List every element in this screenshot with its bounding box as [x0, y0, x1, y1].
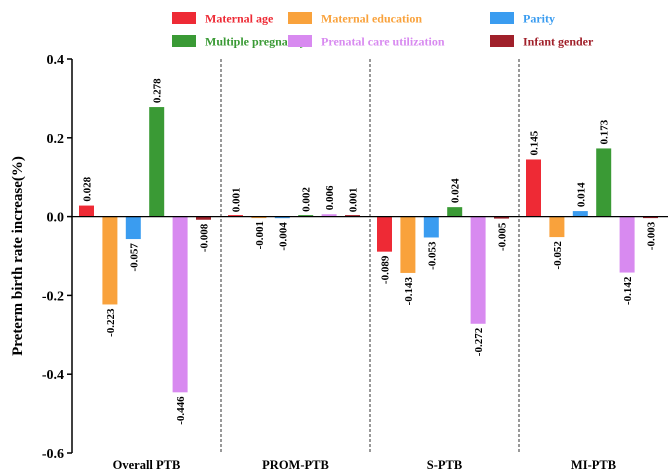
- data-label-prom-ptb-multiple-pregnancy: 0.002: [301, 187, 313, 212]
- data-label-prom-ptb-infant-gender: 0.001: [348, 187, 360, 212]
- data-label-overall-ptb-maternal-age: 0.028: [82, 176, 94, 201]
- bar-overall-ptb-multiple-pregnancy: [149, 107, 165, 217]
- bar-overall-ptb-parity: [125, 216, 141, 240]
- legend-swatch-maternal-age: [172, 12, 196, 24]
- bar-prom-ptb-infant-gender: [345, 215, 360, 217]
- legend-swatch-maternal-education: [288, 12, 312, 24]
- data-label-s-ptb-infant-gender: -0.005: [497, 222, 509, 251]
- legend-label-parity: Parity: [523, 12, 555, 26]
- bar-s-ptb-prenatal-care-utilization: [470, 216, 486, 324]
- category-label-prom-ptb: PROM-PTB: [262, 458, 329, 472]
- bar-mi-ptb-parity: [572, 211, 588, 217]
- data-label-overall-ptb-prenatal-care-utilization: -0.446: [175, 396, 187, 425]
- bar-prom-ptb-parity: [274, 216, 290, 219]
- category-label-mi-ptb: MI-PTB: [571, 458, 616, 472]
- bar-s-ptb-infant-gender: [494, 216, 509, 219]
- legend-label-infant-gender: Infant gender: [523, 35, 594, 49]
- data-label-mi-ptb-maternal-education: -0.052: [552, 241, 564, 270]
- data-label-prom-ptb-maternal-education: -0.001: [254, 221, 266, 249]
- legend-swatch-prenatal-care-utilization: [288, 35, 312, 47]
- data-label-s-ptb-maternal-age: -0.089: [380, 255, 392, 284]
- bar-s-ptb-maternal-education: [400, 216, 416, 273]
- bar-overall-ptb-prenatal-care-utilization: [172, 216, 188, 393]
- y-tick-label: 0.4: [47, 53, 65, 68]
- data-label-mi-ptb-infant-gender: -0.003: [646, 221, 658, 250]
- legend: Maternal age Maternal education Parity Mult…: [172, 12, 594, 49]
- data-label-mi-ptb-prenatal-care-utilization: -0.142: [622, 276, 634, 305]
- bar-s-ptb-parity: [423, 216, 439, 238]
- data-labels: 0.028-0.223-0.0570.278-0.446-0.0080.001-…: [82, 78, 658, 425]
- legend-label-multiple-pregnancy: Multiple pregnancy: [205, 35, 306, 49]
- bar-overall-ptb-maternal-education: [102, 216, 118, 305]
- bar-mi-ptb-maternal-education: [549, 216, 565, 238]
- bar-s-ptb-multiple-pregnancy: [447, 207, 463, 217]
- bar-prom-ptb-maternal-education: [251, 216, 267, 219]
- legend-swatch-multiple-pregnancy: [172, 35, 196, 47]
- y-tick-label: -0.6: [42, 447, 64, 462]
- data-label-mi-ptb-maternal-age: 0.145: [529, 130, 541, 155]
- data-label-prom-ptb-parity: -0.004: [277, 222, 289, 251]
- data-label-s-ptb-parity: -0.053: [426, 241, 438, 270]
- y-axis-title: Preterm birth rate increase(%): [10, 156, 26, 356]
- legend-swatch-parity: [490, 12, 514, 24]
- bars: [79, 107, 658, 393]
- bar-mi-ptb-infant-gender: [643, 216, 658, 219]
- y-tick-label: 0.0: [47, 211, 65, 226]
- bar-mi-ptb-multiple-pregnancy: [596, 148, 612, 217]
- group-separators: [220, 59, 520, 453]
- bar-prom-ptb-multiple-pregnancy: [298, 215, 314, 217]
- data-label-s-ptb-multiple-pregnancy: 0.024: [450, 178, 462, 203]
- bar-mi-ptb-prenatal-care-utilization: [619, 216, 635, 273]
- legend-label-maternal-education: Maternal education: [321, 12, 422, 26]
- data-label-prom-ptb-prenatal-care-utilization: 0.006: [324, 185, 336, 210]
- data-label-overall-ptb-parity: -0.057: [128, 243, 140, 272]
- data-label-s-ptb-maternal-education: -0.143: [403, 276, 415, 305]
- category-label-overall-ptb: Overall PTB: [113, 458, 181, 472]
- data-label-overall-ptb-infant-gender: -0.008: [199, 223, 211, 252]
- bar-s-ptb-maternal-age: [377, 216, 392, 252]
- bar-overall-ptb-infant-gender: [196, 216, 211, 220]
- data-label-overall-ptb-multiple-pregnancy: 0.278: [152, 78, 164, 103]
- data-label-overall-ptb-maternal-education: -0.223: [105, 308, 117, 337]
- legend-swatch-infant-gender: [490, 35, 514, 47]
- data-label-prom-ptb-maternal-age: 0.001: [231, 187, 243, 212]
- y-tick-label: -0.2: [42, 289, 64, 304]
- data-label-mi-ptb-parity: 0.014: [575, 182, 587, 207]
- category-label-s-ptb: S-PTB: [427, 458, 462, 472]
- bar-prom-ptb-prenatal-care-utilization: [321, 214, 337, 217]
- legend-label-maternal-age: Maternal age: [205, 12, 274, 26]
- bar-overall-ptb-maternal-age: [79, 205, 94, 217]
- data-label-mi-ptb-multiple-pregnancy: 0.173: [599, 119, 611, 144]
- legend-label-prenatal-care-utilization: Prenatal care utilization: [321, 35, 445, 49]
- data-label-s-ptb-prenatal-care-utilization: -0.272: [473, 327, 485, 356]
- bar-mi-ptb-maternal-age: [526, 159, 541, 217]
- axes: Overall PTB PROM-PTB S-PTB MI-PTB -0.6 -0.4 -0…: [10, 53, 668, 472]
- y-tick-label: 0.2: [47, 132, 65, 147]
- bar-prom-ptb-maternal-age: [228, 215, 243, 217]
- y-tick-label: -0.4: [42, 368, 64, 383]
